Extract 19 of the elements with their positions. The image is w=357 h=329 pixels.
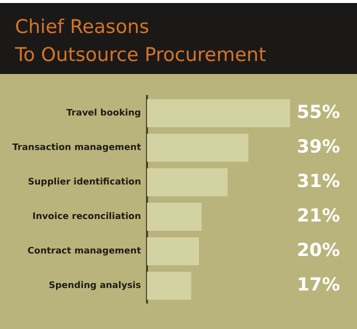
- bar: [147, 99, 290, 128]
- data-label: 39%: [296, 136, 340, 158]
- data-label: 31%: [296, 170, 340, 192]
- bar: [147, 134, 248, 162]
- y-tick-label: Spending analysis: [48, 281, 141, 292]
- y-tick-label: Transaction management: [12, 143, 142, 154]
- bar: [147, 237, 199, 266]
- data-label: 21%: [296, 205, 340, 226]
- y-tick-label: Invoice reconciliation: [32, 212, 141, 222]
- chart-title: Chief Reasons To Outsource Procurement: [15, 15, 266, 68]
- bar: [147, 202, 202, 231]
- y-tick-label: Travel booking: [66, 108, 141, 119]
- data-label: 17%: [296, 274, 340, 296]
- y-tick-label: Supplier identification: [28, 178, 141, 188]
- data-label: 55%: [296, 102, 340, 123]
- bar: [147, 168, 228, 196]
- data-label: 20%: [296, 240, 340, 261]
- y-tick-label: Contract management: [28, 246, 142, 257]
- bar: [147, 272, 192, 300]
